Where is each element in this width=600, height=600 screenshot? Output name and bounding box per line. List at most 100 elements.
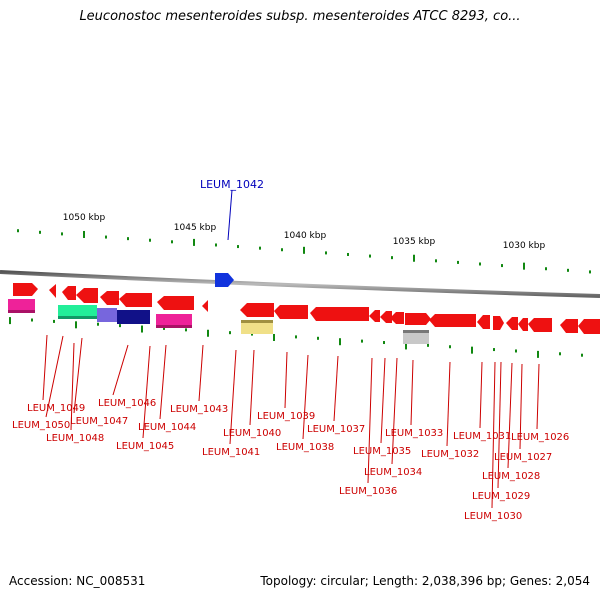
scale-tick	[515, 349, 517, 353]
gene-label-LEUM_1048[interactable]: LEUM_1048	[46, 433, 104, 444]
scale-tick	[559, 352, 561, 356]
gene-label-leader	[42, 334, 48, 401]
scale-tick	[391, 256, 393, 260]
scale-tick	[427, 343, 429, 347]
scale-label: 1045 kbp	[174, 223, 217, 233]
feature-block-grey[interactable]	[403, 330, 429, 344]
scale-tick	[523, 262, 525, 270]
feature-block-pink[interactable]	[8, 299, 35, 313]
gene-label-leader	[497, 361, 502, 489]
gene-arrow[interactable]	[100, 291, 119, 305]
gene-label-LEUM_1030[interactable]: LEUM_1030	[464, 511, 522, 522]
gene-label-LEUM_1035[interactable]: LEUM_1035	[353, 446, 411, 457]
gene-arrow[interactable]	[49, 284, 56, 298]
scale-tick	[567, 268, 569, 272]
gene-label-LEUM_1041[interactable]: LEUM_1041	[202, 447, 260, 458]
gene-label-LEUM_1031[interactable]: LEUM_1031	[453, 431, 511, 442]
scale-tick	[215, 243, 217, 247]
gene-arrow[interactable]	[560, 319, 578, 333]
scale-tick	[83, 230, 85, 238]
gene-label-leader	[380, 357, 386, 444]
gene-label-LEUM_1034[interactable]: LEUM_1034	[364, 467, 422, 478]
gene-label-LEUM_1045[interactable]: LEUM_1045	[116, 441, 174, 452]
gene-label-LEUM_1027[interactable]: LEUM_1027	[494, 452, 552, 463]
scale-tick	[229, 331, 231, 335]
scale-tick	[127, 237, 129, 241]
gene-arrow[interactable]	[310, 307, 369, 321]
gene-label-LEUM_1038[interactable]: LEUM_1038	[276, 442, 334, 453]
gene-arrow[interactable]	[429, 314, 476, 327]
gene-arrow[interactable]	[76, 288, 98, 303]
gene-arrow[interactable]	[405, 313, 431, 325]
scale-tick	[581, 353, 583, 357]
scale-tick	[97, 322, 99, 326]
gene-arrow[interactable]	[528, 318, 552, 332]
scale-label: 1030 kbp	[503, 241, 546, 251]
feature-block-magenta[interactable]	[156, 314, 192, 328]
scale-tick	[17, 229, 19, 233]
gene-label-LEUM_1050[interactable]: LEUM_1050	[12, 420, 70, 431]
scale-tick	[471, 346, 473, 354]
gene-label-leader	[446, 361, 451, 447]
gene-label-leader	[367, 357, 373, 484]
gene-arrow[interactable]	[578, 319, 600, 334]
gene-label-LEUM_1043[interactable]: LEUM_1043	[170, 404, 228, 415]
scale-tick	[325, 251, 327, 255]
gene-arrow[interactable]	[157, 296, 194, 310]
gene-arrow[interactable]	[62, 286, 76, 300]
scale-tick	[369, 254, 371, 258]
gene-label-LEUM_1039[interactable]: LEUM_1039	[257, 411, 315, 422]
scale-tick	[171, 240, 173, 244]
gene-label-LEUM_1033[interactable]: LEUM_1033	[385, 428, 443, 439]
gene-label-leader	[112, 344, 129, 396]
gene-label-LEUM_1044[interactable]: LEUM_1044	[138, 422, 196, 433]
gene-label-LEUM_1037[interactable]: LEUM_1037	[307, 424, 365, 435]
scale-tick	[383, 341, 385, 345]
gene-label-LEUM_1040[interactable]: LEUM_1040	[223, 428, 281, 439]
gene-label-leader	[198, 344, 204, 402]
gene-arrow[interactable]	[13, 283, 38, 296]
scale-tick	[545, 267, 547, 271]
highlight-gene-label[interactable]: LEUM_1042	[200, 178, 264, 191]
scale-tick	[435, 259, 437, 263]
scale-tick	[457, 260, 459, 264]
gene-arrow[interactable]	[493, 316, 504, 330]
gene-arrow[interactable]	[477, 315, 490, 329]
gene-arrow[interactable]	[119, 293, 152, 307]
gene-label-leader	[391, 357, 398, 465]
scale-tick	[39, 230, 41, 234]
scale-tick	[479, 262, 481, 266]
scale-label: 1040 kbp	[284, 231, 327, 241]
feature-block-yellow[interactable]	[241, 320, 273, 334]
gene-label-leader	[491, 361, 496, 509]
scale-tick	[537, 350, 539, 358]
scale-tick	[207, 329, 209, 337]
feature-block-teal[interactable]	[58, 305, 97, 319]
gene-label-LEUM_1026[interactable]: LEUM_1026	[511, 432, 569, 443]
feature-block-purple[interactable]	[97, 308, 117, 322]
gene-label-LEUM_1047[interactable]: LEUM_1047	[70, 416, 128, 427]
scale-labels: 1050 kbp 1045 kbp 1040 kbp 1035 kbp 1030 kbp	[63, 213, 546, 251]
gene-label-LEUM_1028[interactable]: LEUM_1028	[482, 471, 540, 482]
gene-LEUM_1042-arrow[interactable]	[215, 273, 234, 287]
gene-label-LEUM_1029[interactable]: LEUM_1029	[472, 491, 530, 502]
gene-label-LEUM_1046[interactable]: LEUM_1046	[98, 398, 156, 409]
gene-arrow[interactable]	[390, 312, 404, 324]
scale-tick	[361, 339, 363, 343]
gene-label-LEUM_1036[interactable]: LEUM_1036	[339, 486, 397, 497]
gene-arrow[interactable]	[506, 317, 518, 330]
gene-labels: LEUM_1049 LEUM_1050 LEUM_1047 LEUM_1048 LEUM…	[12, 398, 569, 522]
gene-label-LEUM_1049[interactable]: LEUM_1049	[27, 403, 85, 414]
gene-label-leader	[45, 335, 64, 418]
gene-arrow[interactable]	[274, 305, 308, 319]
feature-block-navy[interactable]	[117, 310, 150, 324]
gene-arrow[interactable]	[518, 318, 528, 331]
genome-backbone	[0, 270, 600, 298]
gene-arrow[interactable]	[202, 300, 208, 312]
gene-arrow[interactable]	[369, 310, 380, 322]
gene-label-leader	[284, 351, 288, 409]
gene-label-LEUM_1032[interactable]: LEUM_1032	[421, 449, 479, 460]
gene-arrow[interactable]	[380, 311, 392, 323]
gene-arrow[interactable]	[240, 303, 274, 317]
